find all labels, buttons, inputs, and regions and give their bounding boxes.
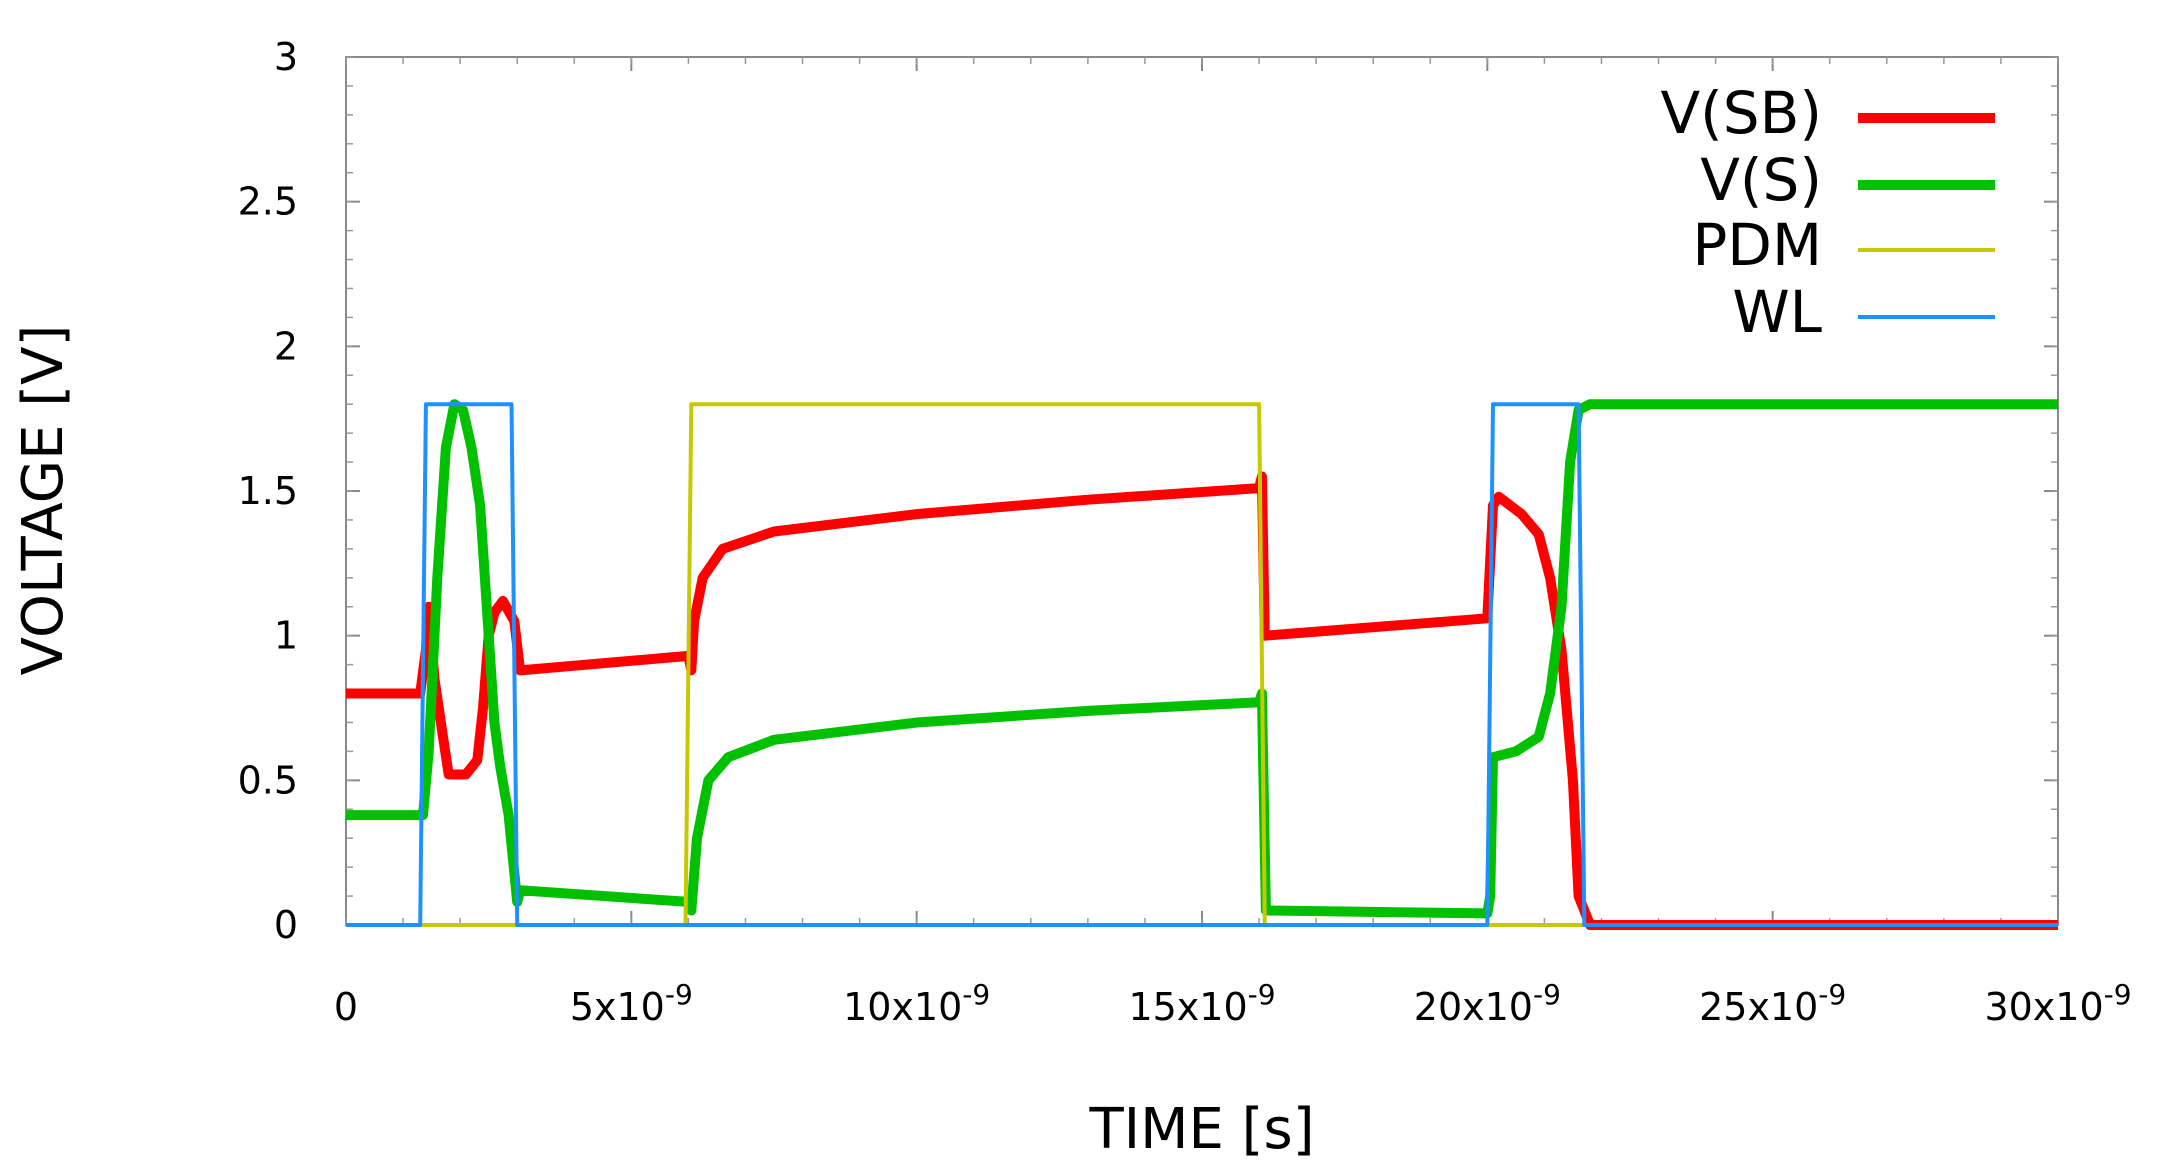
x-tick-exponent: -9 <box>665 978 693 1011</box>
x-tick-exponent: -9 <box>1248 978 1276 1011</box>
x-tick-mantissa: 10x10 <box>843 985 962 1029</box>
x-tick-label: 15x10-9 <box>1128 978 1275 1029</box>
x-tick-label: 5x10-9 <box>570 978 693 1029</box>
x-tick-mantissa: 20x10 <box>1414 985 1533 1029</box>
y-tick-label: 1.5 <box>238 469 298 513</box>
y-tick-label: 0.5 <box>238 758 298 802</box>
series-line-v-s <box>346 399 2058 919</box>
legend-label: WL <box>1732 278 1822 346</box>
x-tick-label: 20x10-9 <box>1414 978 1561 1029</box>
x-tick-mantissa: 25x10 <box>1699 985 1818 1029</box>
x-tick-mantissa: 0 <box>334 985 358 1029</box>
y-tick-label: 2 <box>274 324 298 368</box>
x-tick-mantissa: 30x10 <box>1984 985 2103 1029</box>
y-tick-label: 2.5 <box>238 180 298 224</box>
x-tick-exponent: -9 <box>1533 978 1561 1011</box>
series-line-wl <box>346 402 2058 927</box>
legend-label: V(S) <box>1700 146 1822 214</box>
y-axis-title: VOLTAGE [V] <box>11 325 76 676</box>
legend-label: V(SB) <box>1660 79 1822 147</box>
x-tick-label: 25x10-9 <box>1699 978 1846 1029</box>
y-tick-label: 1 <box>274 614 298 658</box>
legend-label: PDM <box>1692 211 1822 279</box>
x-tick-label: 0 <box>334 985 358 1029</box>
x-tick-exponent: -9 <box>1818 978 1846 1011</box>
x-tick-exponent: -9 <box>2104 978 2132 1011</box>
axis-ticks: 00.511.522.530 5x10-9 10x10-9 15x10-9 20x10-… <box>238 35 2132 1029</box>
y-tick-label: 0 <box>274 903 298 947</box>
x-tick-label: 10x10-9 <box>843 978 990 1029</box>
x-tick-mantissa: 15x10 <box>1128 985 1247 1029</box>
x-tick-mantissa: 5x10 <box>570 985 665 1029</box>
x-tick-exponent: -9 <box>962 978 990 1011</box>
series-line-v-sb <box>346 471 2058 930</box>
series-layer <box>346 399 2058 930</box>
y-tick-label: 3 <box>274 35 298 79</box>
x-axis-title: TIME [s] <box>1088 1097 1314 1162</box>
x-tick-label: 30x10-9 <box>1984 978 2131 1029</box>
